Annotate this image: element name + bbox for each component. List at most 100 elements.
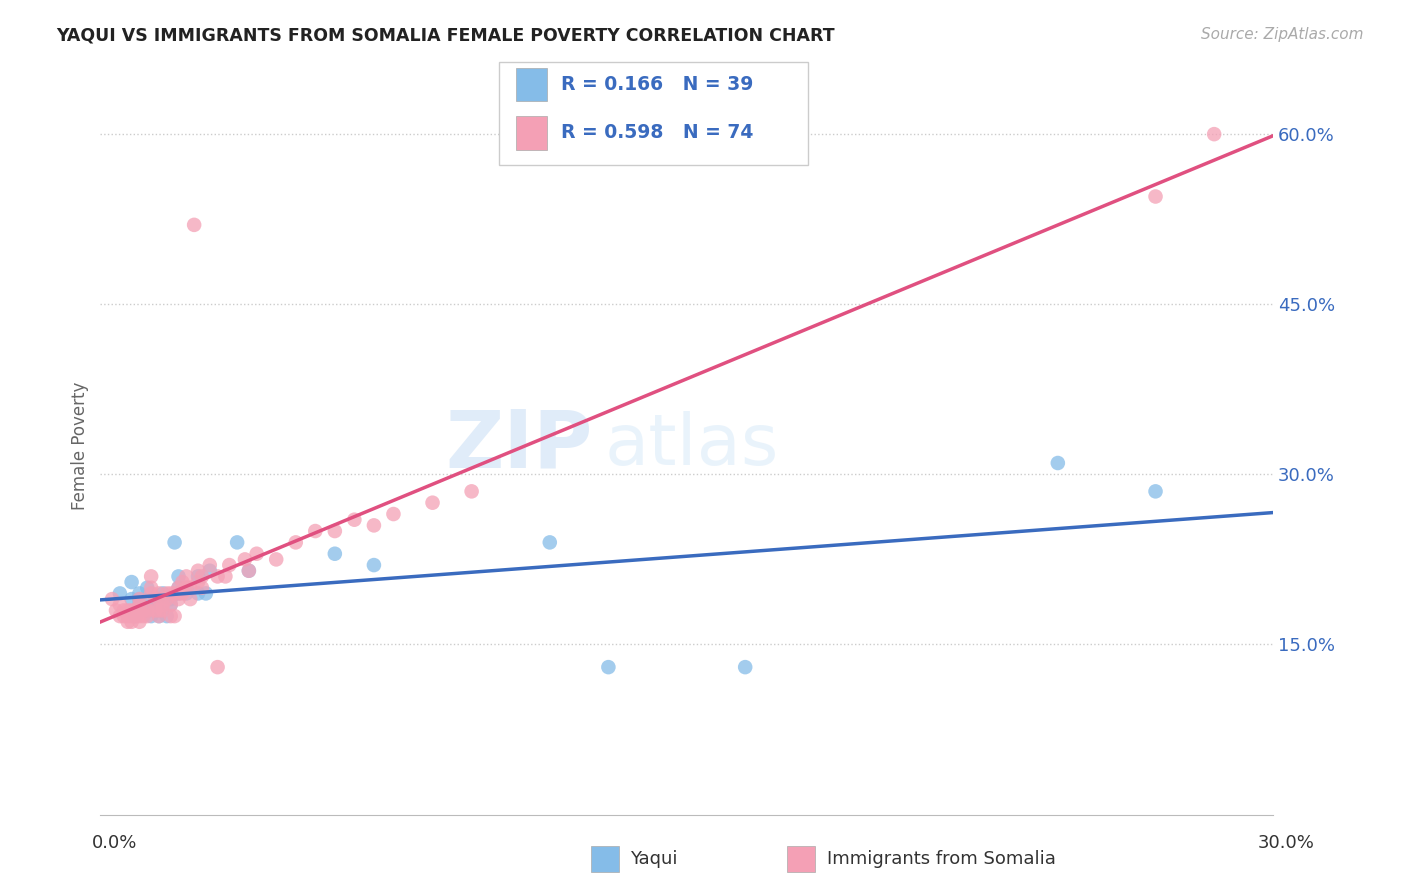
Point <box>187 569 209 583</box>
Point <box>284 535 307 549</box>
Point <box>148 586 170 600</box>
Y-axis label: Female Poverty: Female Poverty <box>72 382 89 510</box>
Point <box>148 592 170 607</box>
Text: R = 0.598   N = 74: R = 0.598 N = 74 <box>561 123 754 142</box>
Point <box>163 586 186 600</box>
Point <box>323 547 346 561</box>
Point <box>187 564 209 578</box>
Point <box>148 603 170 617</box>
Point <box>246 547 269 561</box>
Point <box>148 592 170 607</box>
Point <box>1204 127 1226 141</box>
Point <box>159 592 181 607</box>
Point <box>422 496 444 510</box>
Point <box>152 586 174 600</box>
Point <box>121 609 143 624</box>
Point <box>143 598 166 612</box>
Point <box>112 603 135 617</box>
Point <box>128 592 150 607</box>
Point <box>128 592 150 607</box>
Point <box>141 569 163 583</box>
Point <box>167 581 190 595</box>
Point <box>159 598 181 612</box>
Point <box>124 609 146 624</box>
Point <box>156 586 179 600</box>
Point <box>101 592 124 607</box>
Point <box>191 581 214 595</box>
Point <box>167 586 190 600</box>
Point <box>108 609 131 624</box>
Point <box>538 535 561 549</box>
Point <box>207 660 229 674</box>
Point <box>148 603 170 617</box>
Text: R = 0.166   N = 39: R = 0.166 N = 39 <box>561 75 754 94</box>
Point <box>198 564 221 578</box>
Point <box>128 586 150 600</box>
Point <box>1144 189 1167 203</box>
Point <box>183 218 205 232</box>
Point <box>141 598 163 612</box>
Point <box>226 535 249 549</box>
Point <box>238 564 260 578</box>
Text: YAQUI VS IMMIGRANTS FROM SOMALIA FEMALE POVERTY CORRELATION CHART: YAQUI VS IMMIGRANTS FROM SOMALIA FEMALE … <box>56 27 835 45</box>
Point <box>148 609 170 624</box>
Point <box>159 598 181 612</box>
Text: 0.0%: 0.0% <box>91 834 136 852</box>
Point <box>167 586 190 600</box>
Point <box>108 598 131 612</box>
Point <box>136 603 159 617</box>
Point <box>233 552 256 566</box>
Point <box>734 660 756 674</box>
Point <box>382 507 405 521</box>
Point <box>343 513 366 527</box>
Point <box>121 615 143 629</box>
Point <box>132 609 155 624</box>
Point <box>117 603 139 617</box>
Point <box>198 558 221 572</box>
Point <box>238 564 260 578</box>
Point <box>167 569 190 583</box>
Point <box>121 592 143 607</box>
Point <box>598 660 620 674</box>
Point <box>167 592 190 607</box>
Point <box>104 603 127 617</box>
Point <box>159 586 181 600</box>
Point <box>117 615 139 629</box>
Point <box>128 615 150 629</box>
Point <box>176 581 198 595</box>
Text: 30.0%: 30.0% <box>1258 834 1315 852</box>
Point <box>179 592 201 607</box>
Point <box>121 575 143 590</box>
Point <box>172 586 194 600</box>
Point <box>1144 484 1167 499</box>
Point <box>176 569 198 583</box>
Point <box>128 609 150 624</box>
Point <box>117 609 139 624</box>
Point <box>112 609 135 624</box>
Point <box>191 569 214 583</box>
Point <box>163 535 186 549</box>
Point <box>156 609 179 624</box>
Point <box>136 581 159 595</box>
Point <box>148 609 170 624</box>
Point <box>176 581 198 595</box>
Point <box>159 609 181 624</box>
Point <box>143 592 166 607</box>
Point <box>194 586 217 600</box>
Point <box>218 558 240 572</box>
Text: atlas: atlas <box>605 411 779 481</box>
Point <box>187 586 209 600</box>
Point <box>152 603 174 617</box>
Point <box>121 603 143 617</box>
Point <box>124 609 146 624</box>
Point <box>264 552 287 566</box>
Text: Yaqui: Yaqui <box>630 850 678 868</box>
Point <box>214 569 236 583</box>
Point <box>141 609 163 624</box>
Point <box>143 603 166 617</box>
Point <box>323 524 346 538</box>
Text: ZIP: ZIP <box>446 407 593 485</box>
Point <box>124 603 146 617</box>
Point <box>128 598 150 612</box>
Point <box>141 586 163 600</box>
